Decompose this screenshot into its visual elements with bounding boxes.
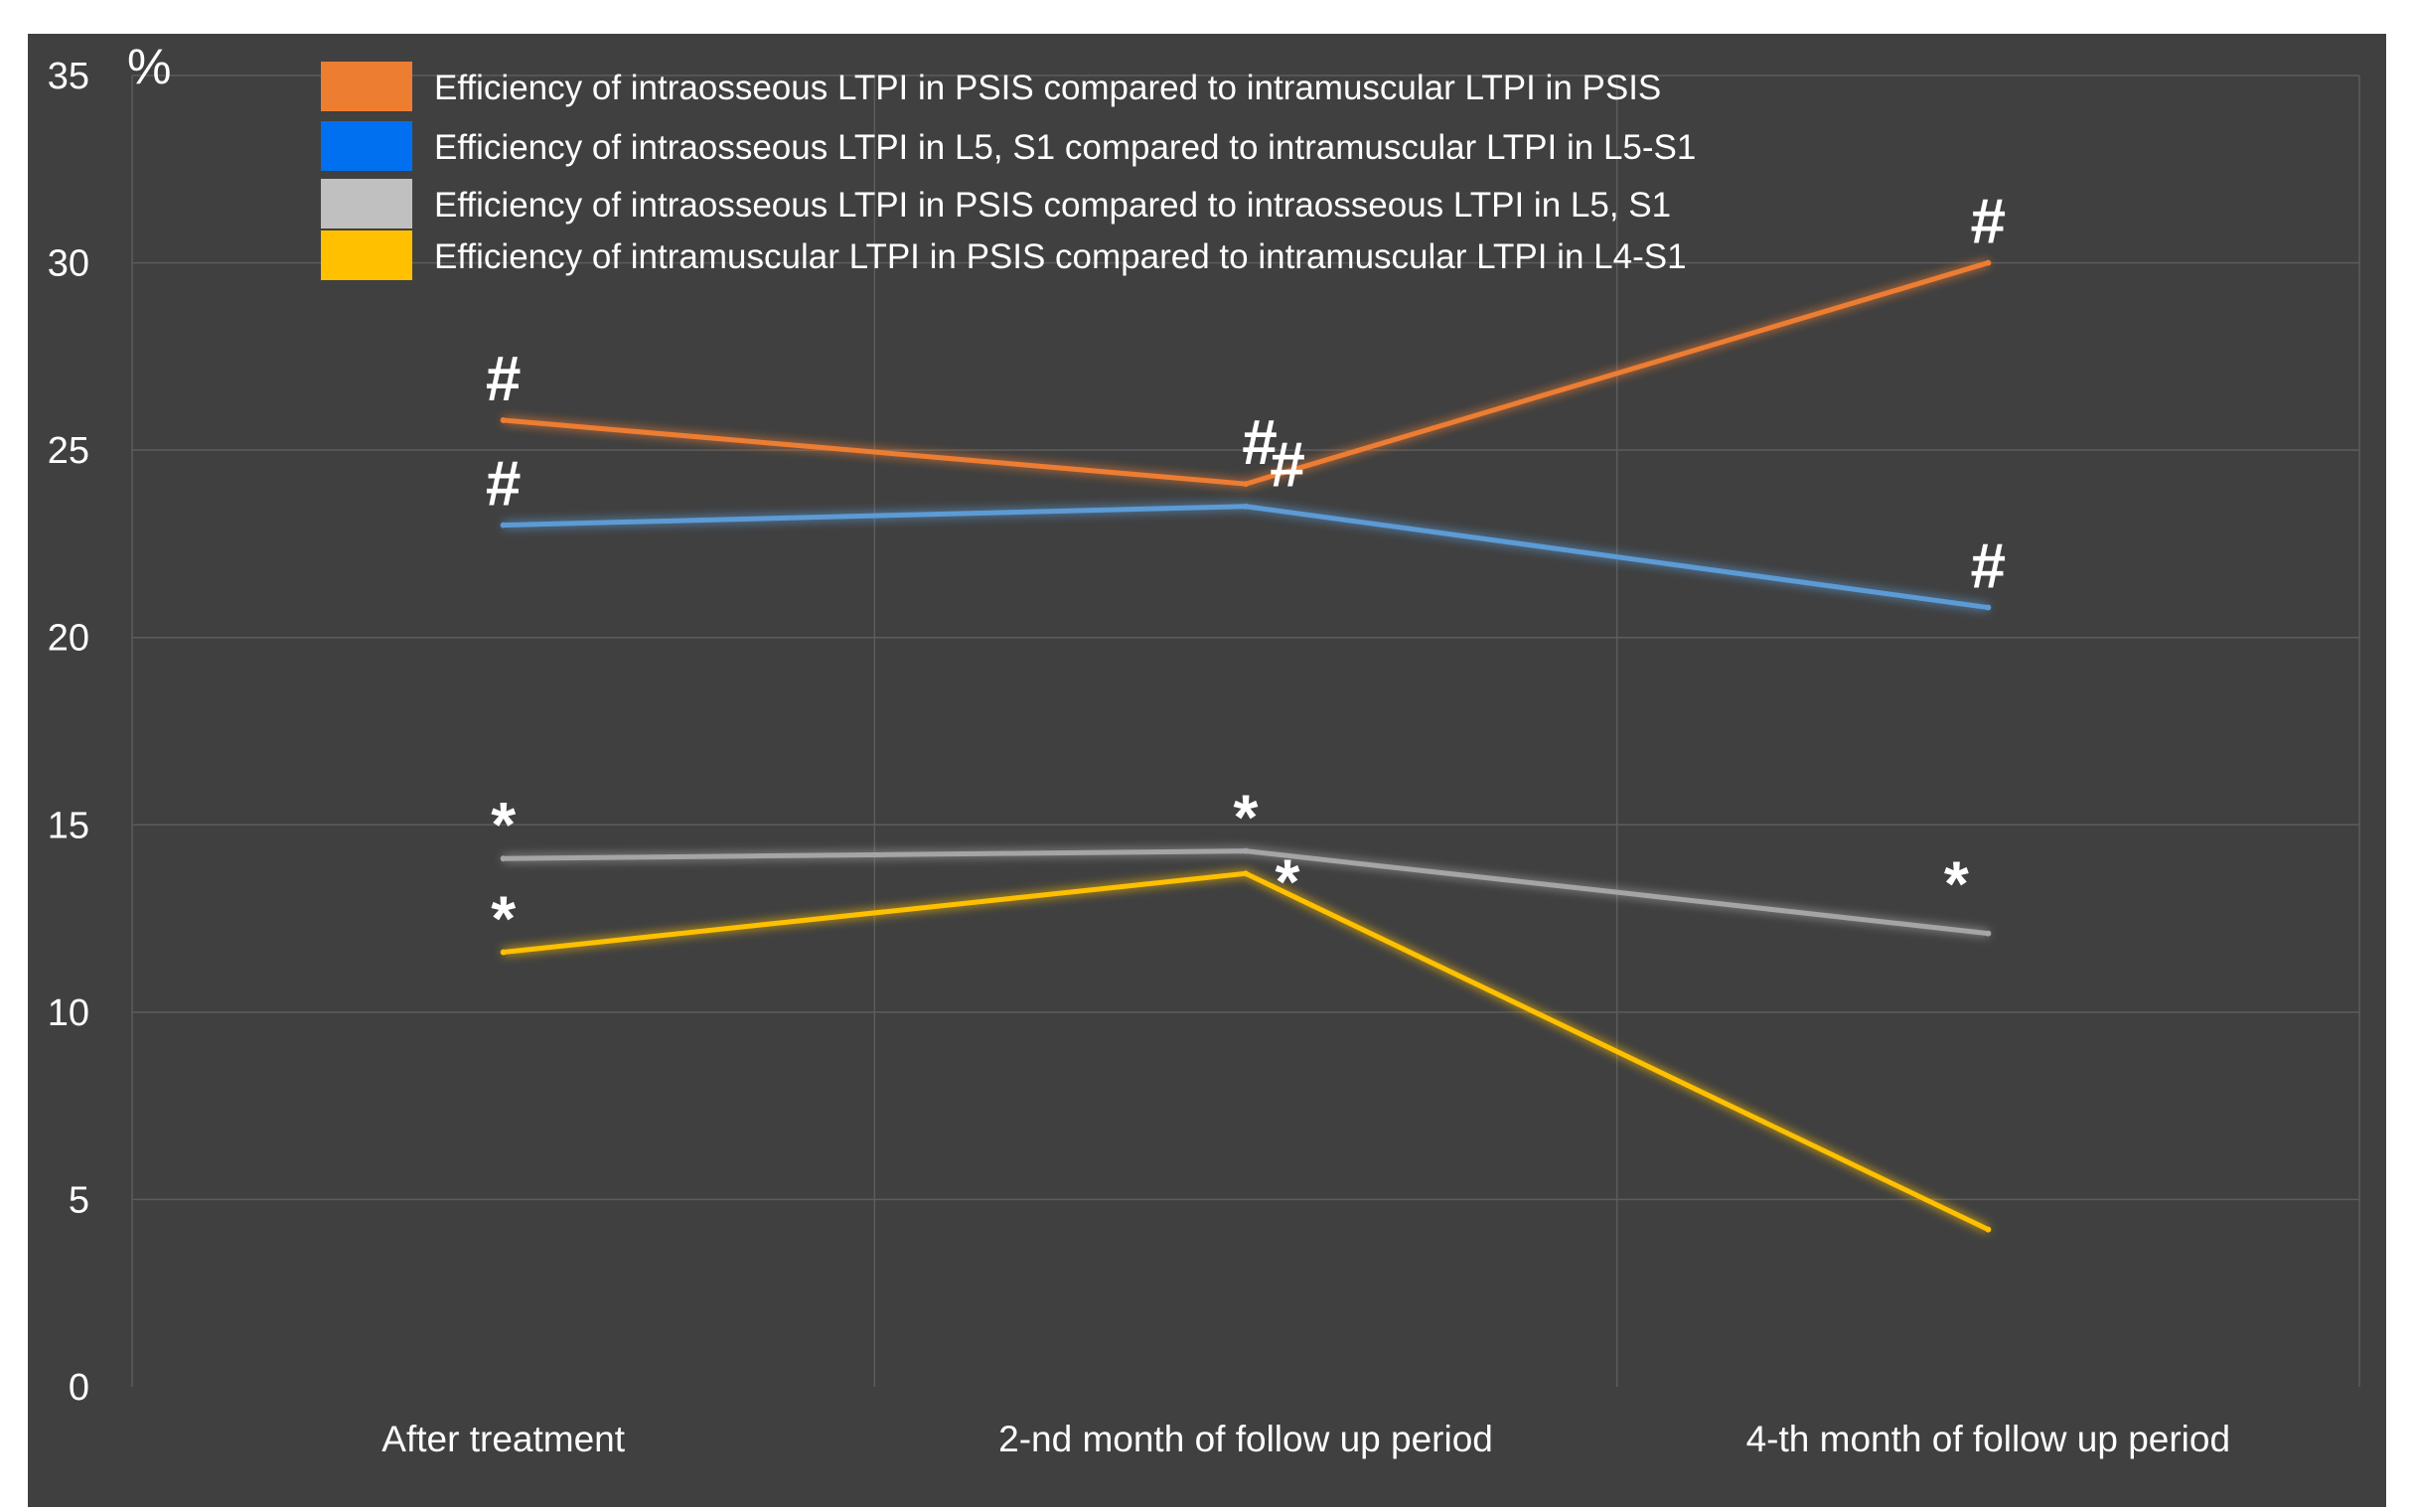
significance-marker-s2-2: # bbox=[1270, 429, 1305, 501]
significance-marker-s1-2: # bbox=[1242, 406, 1278, 478]
y-axis-ticks: 0 5 10 15 20 25 30 35 bbox=[48, 56, 89, 1409]
data-point-s2-1 bbox=[500, 522, 507, 529]
legend-label-1: Efficiency of intraosseous LTPI in PSIS … bbox=[434, 69, 1661, 107]
data-point-s4-3 bbox=[1985, 1226, 1992, 1233]
x-category-label: 2-nd month of follow up period bbox=[998, 1419, 1493, 1459]
y-tick-label-10: 10 bbox=[48, 992, 89, 1034]
vertical-gridlines bbox=[131, 76, 2360, 1387]
legend-swatch-3 bbox=[321, 179, 412, 228]
y-tick-label-0: 0 bbox=[69, 1367, 89, 1409]
significance-marker-s1-1: # bbox=[486, 343, 522, 414]
legend-label-3: Efficiency of intraosseous LTPI in PSIS … bbox=[434, 186, 1671, 225]
legend-swatch-1 bbox=[321, 62, 412, 111]
y-tick-label-35: 35 bbox=[48, 56, 89, 97]
legend-label-4: Efficiency of intramuscular LTPI in PSIS… bbox=[434, 237, 1687, 276]
y-axis-unit-label: % bbox=[127, 39, 171, 94]
data-point-s2-3 bbox=[1985, 604, 1992, 611]
y-tick-label-25: 25 bbox=[48, 430, 89, 472]
significance-marker-s3-1: * bbox=[491, 789, 516, 860]
significance-marker-s3-2: * bbox=[1234, 782, 1259, 853]
data-point-s1-1 bbox=[500, 416, 507, 423]
data-point-s3-3 bbox=[1985, 930, 1992, 937]
significance-marker-s4-1: * bbox=[491, 883, 516, 955]
data-point-s2-2 bbox=[1243, 503, 1249, 510]
y-tick-label-20: 20 bbox=[48, 618, 89, 660]
significance-markers: #### ##* **** bbox=[486, 186, 2006, 955]
significance-marker-s4-2: * bbox=[1276, 845, 1300, 917]
legend-swatch-2 bbox=[321, 121, 412, 171]
y-tick-label-30: 30 bbox=[48, 243, 89, 285]
x-axis-categories: After treatment 2-nd month of follow up p… bbox=[381, 1419, 2230, 1459]
significance-marker-s3-3: * bbox=[1944, 848, 1969, 920]
x-category-label: After treatment bbox=[381, 1419, 625, 1459]
legend-swatch-4 bbox=[321, 230, 412, 280]
data-point-s3-2 bbox=[1243, 847, 1249, 854]
chart-background bbox=[28, 34, 2386, 1507]
significance-marker-s2-1: # bbox=[486, 448, 522, 520]
data-point-s4-1 bbox=[500, 949, 507, 956]
data-point-s1-3 bbox=[1985, 259, 1992, 266]
y-tick-label-5: 5 bbox=[69, 1179, 89, 1221]
y-tick-label-15: 15 bbox=[48, 805, 89, 846]
legend: Efficiency of intraosseous LTPI in PSIS … bbox=[321, 62, 1696, 280]
significance-marker-s2-3: # bbox=[1971, 530, 2007, 602]
significance-marker-s1-3: # bbox=[1971, 186, 2007, 257]
data-point-s4-2 bbox=[1243, 870, 1249, 877]
x-category-label: 4-th month of follow up period bbox=[1746, 1419, 2230, 1459]
series-lines bbox=[500, 259, 1992, 1233]
data-point-s1-2 bbox=[1243, 481, 1249, 488]
legend-label-2: Efficiency of intraosseous LTPI in L5, S… bbox=[434, 128, 1696, 167]
data-point-s3-1 bbox=[500, 855, 507, 862]
